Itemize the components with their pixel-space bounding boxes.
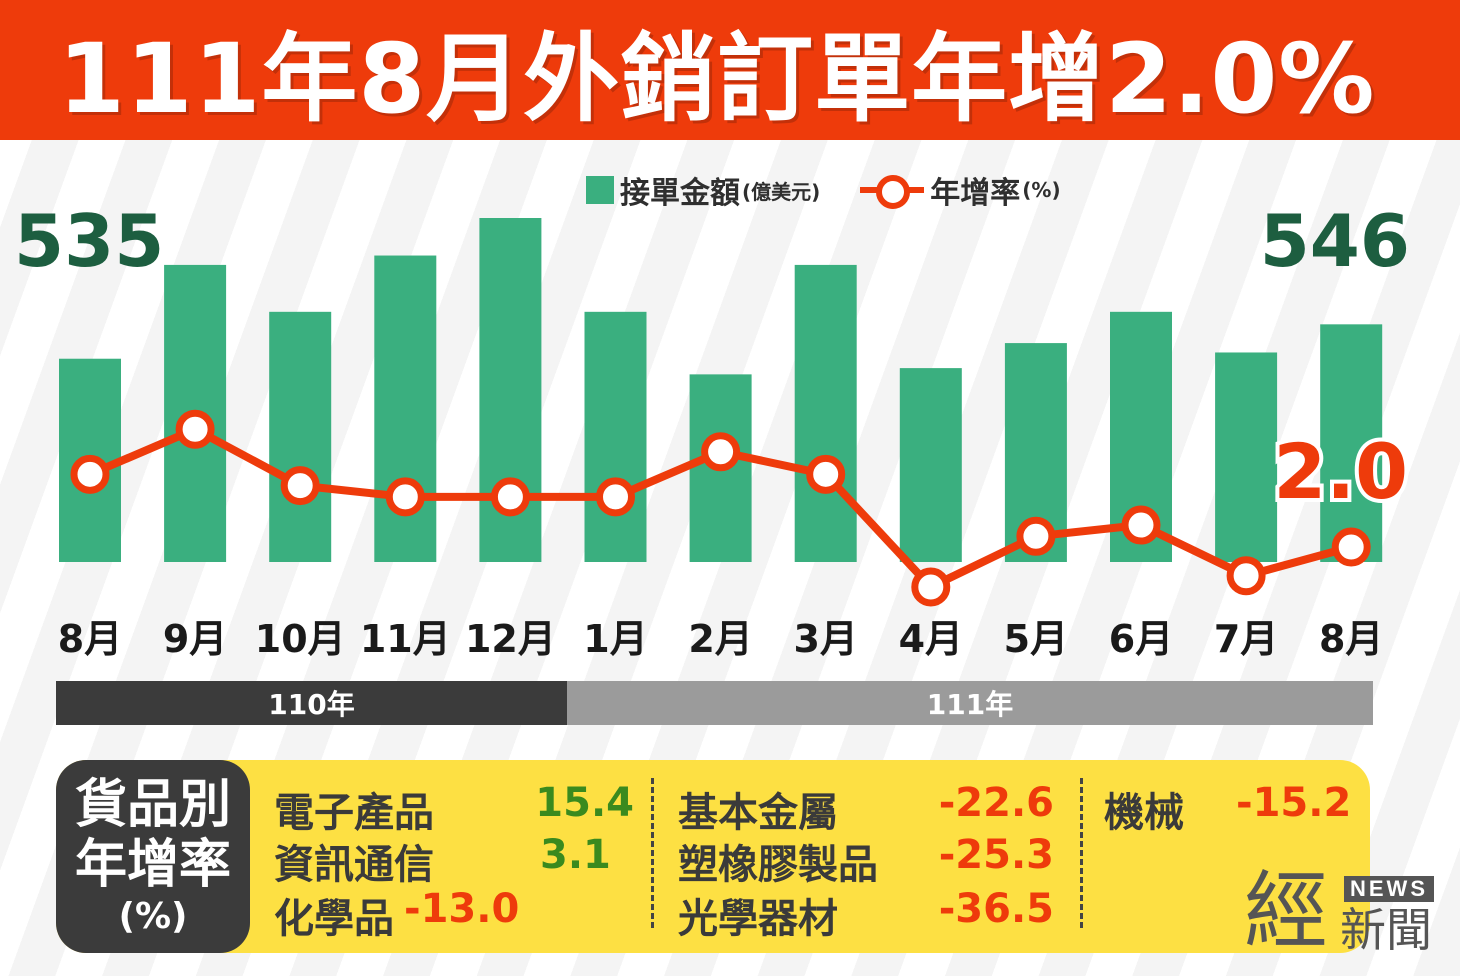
month-label-11: 7月 [1214,617,1278,661]
category-value-base-metals: -22.6 [938,780,1054,826]
last-amount-label: 546 [1260,199,1410,283]
month-label-4: 12月 [465,617,556,661]
column-divider [651,778,654,928]
legend-line-label: 年增率 [930,176,1021,211]
category-panel-header: 貨品別 年增率 (%) [56,760,250,953]
rate-point-3 [385,477,425,517]
month-label-1: 9月 [163,617,227,661]
legend-line-unit: (%) [1022,178,1061,202]
legend-bar-swatch [586,176,614,204]
category-name-optics: 光學器材 [678,896,838,942]
logo-news-tag: NEWS [1344,876,1434,902]
rate-point-5 [596,477,635,517]
category-value-plastics: -25.3 [938,832,1054,878]
month-label-6: 2月 [688,617,752,661]
bar-2 [269,311,332,562]
category-name-ict: 資訊通信 [274,842,434,888]
year-band-111: 111年 [567,681,1373,725]
rate-point-7 [806,454,846,494]
month-label-9: 5月 [1004,617,1068,661]
month-label-12: 8月 [1319,617,1383,661]
rate-point-11 [1226,556,1266,596]
rate-point-8 [911,567,951,607]
month-label-7: 3月 [793,617,857,661]
rate-point-0 [70,454,110,494]
rate-point-2 [280,466,320,506]
category-name-machinery: 機械 [1104,790,1184,836]
category-value-optics: -36.5 [938,886,1054,932]
category-name-chemicals: 化學品 [274,896,394,942]
last-rate-label: 2.0 [1273,427,1408,516]
category-value-chemicals: -13.0 [404,886,520,932]
legend-line-swatch [860,170,925,210]
month-label-3: 11月 [360,617,451,661]
category-value-electronics: 15.4 [535,780,634,826]
logo-main-char: 經 [1244,862,1329,960]
bar-8 [899,368,962,562]
news-logo: 經 NEWS 新聞 [1244,866,1444,958]
rate-point-1 [175,409,215,449]
rate-point-10 [1121,505,1161,545]
panel-header-line1: 貨品別 [74,774,231,835]
rate-point-12 [1331,527,1371,567]
category-name-base-metals: 基本金屬 [678,790,838,836]
month-label-0: 8月 [58,617,122,661]
category-panel [56,760,1370,953]
logo-sub-text: 新聞 [1340,903,1432,957]
first-amount-label: 535 [14,199,164,283]
bar-12 [1320,324,1383,562]
month-label-8: 4月 [899,617,963,661]
category-name-plastics: 塑橡膠製品 [678,842,878,888]
title-bar: 111年8月外銷訂單年增2.0% [0,0,1460,140]
month-label-10: 6月 [1109,617,1173,661]
chart-title: 111年8月外銷訂單年增2.0% [58,22,1376,135]
rate-point-4 [490,477,530,517]
month-label-2: 10月 [255,617,346,661]
panel-header-line2: 年增率 [74,834,231,895]
bar-11 [1215,352,1278,562]
rate-point-6 [701,432,741,472]
column-divider [1080,778,1083,928]
rate-point-9 [1016,516,1056,556]
legend-bar-unit: (億美元) [742,179,821,204]
year-band-110: 110年 [56,681,567,725]
legend: 接單金額 (億美元) 年增率 (%) [586,170,1101,211]
panel-header-unit: (%) [118,895,188,937]
legend-bar-label: 接單金額 [620,176,740,211]
category-value-ict: 3.1 [540,832,611,878]
bar-5 [584,311,647,562]
category-value-machinery: -15.2 [1236,780,1352,826]
bar-7 [794,264,857,562]
month-label-5: 1月 [583,617,647,661]
category-name-electronics: 電子產品 [274,790,434,836]
